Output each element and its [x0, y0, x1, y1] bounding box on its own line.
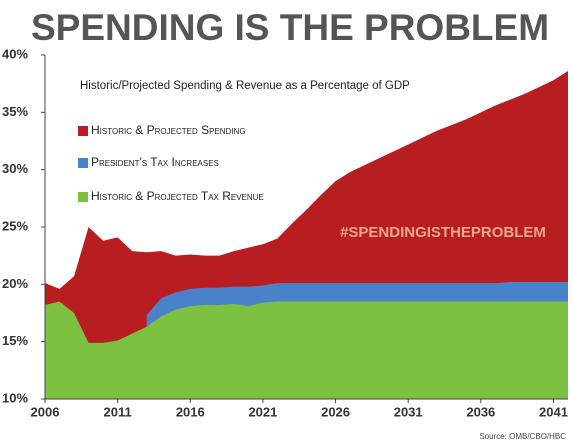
x-tick-label: 2036	[466, 404, 495, 419]
x-tick-label: 2021	[248, 404, 277, 419]
x-tick-label: 2026	[321, 404, 350, 419]
y-tick-label: 10%	[2, 390, 28, 405]
x-tick-label: 2041	[539, 404, 568, 419]
y-tick-label: 40%	[2, 46, 28, 61]
chart-title: SPENDING IS THE PROBLEM	[31, 7, 549, 48]
legend-label: Historic & Projected Spending	[91, 123, 246, 137]
x-tick-label: 2006	[31, 404, 60, 419]
legend-label: Historic & Projected Tax Revenue	[91, 189, 264, 203]
y-tick-label: 35%	[2, 104, 28, 119]
x-tick-label: 2016	[176, 404, 205, 419]
y-tick-label: 25%	[2, 218, 28, 233]
legend-label: President's Tax Increases	[91, 155, 219, 169]
source: Source: OMB/CBO/HBC	[479, 432, 566, 441]
y-tick-label: 20%	[2, 276, 28, 291]
area	[45, 301, 568, 399]
subtitle: Historic/Projected Spending & Revenue as…	[80, 80, 410, 92]
x-tick-label: 2031	[394, 404, 423, 419]
y-tick-label: 15%	[2, 333, 28, 348]
legend-swatch	[78, 158, 88, 168]
annotation: #SPENDINGISTHEPROBLEM	[340, 224, 546, 241]
legend-swatch	[78, 192, 88, 202]
y-tick-label: 30%	[2, 161, 28, 176]
x-tick-label: 2011	[104, 404, 132, 419]
legend-swatch	[78, 126, 88, 136]
plot	[45, 71, 568, 399]
